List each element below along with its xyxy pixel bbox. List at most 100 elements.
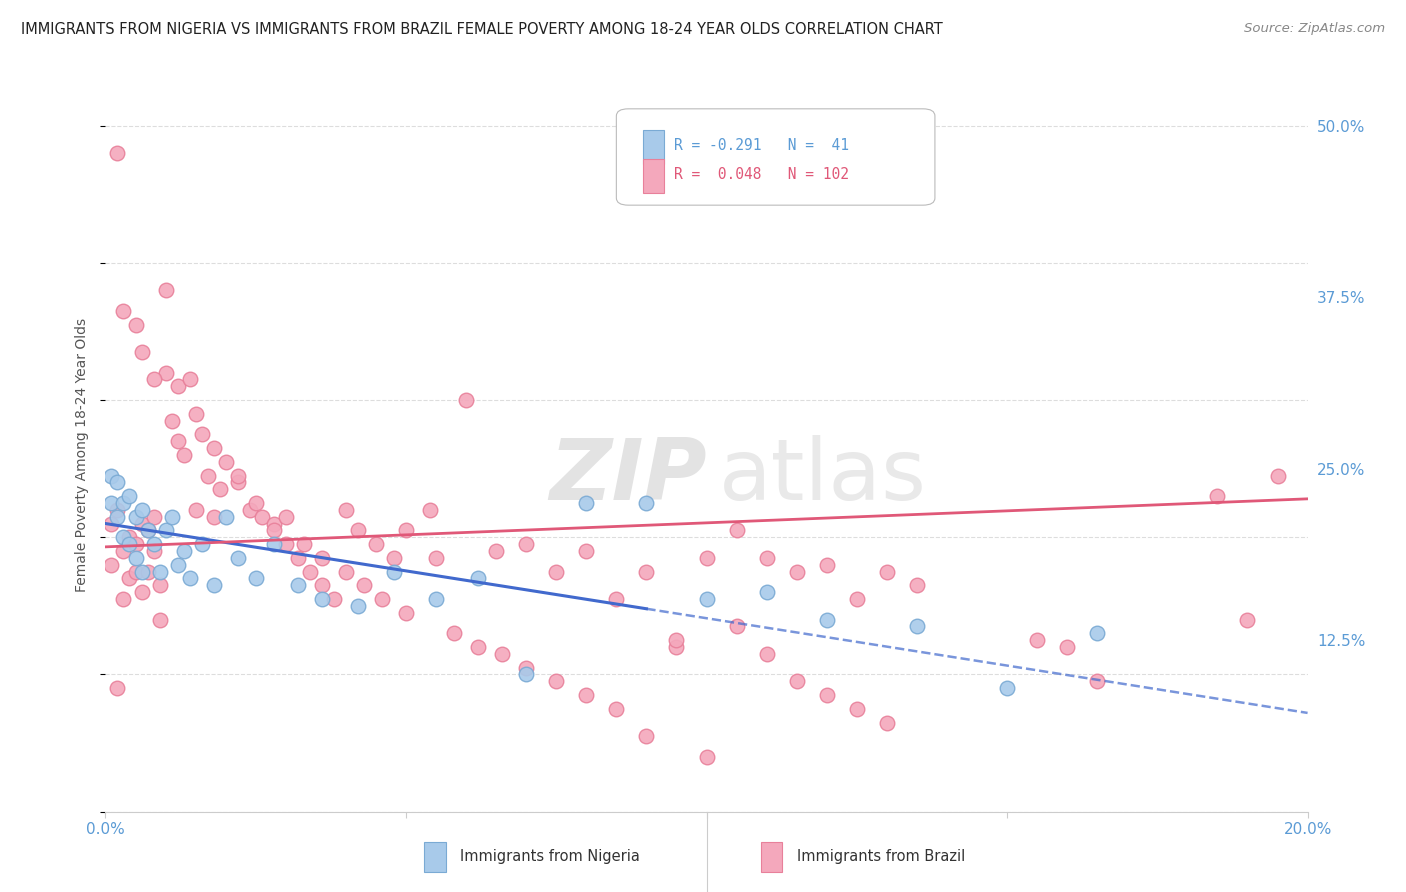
Point <box>491 647 513 661</box>
Point <box>755 585 778 599</box>
Y-axis label: Female Poverty Among 18-24 Year Olds: Female Poverty Among 18-24 Year Olds <box>76 318 90 592</box>
Bar <box>643 130 665 164</box>
Point <box>546 565 568 579</box>
Point <box>636 565 658 579</box>
Point <box>322 592 344 607</box>
Point <box>148 613 170 627</box>
Point <box>107 509 129 524</box>
Point <box>815 688 838 702</box>
Point <box>197 468 219 483</box>
Point <box>1206 489 1229 503</box>
Point <box>214 509 236 524</box>
Point <box>107 681 129 696</box>
Point <box>467 640 489 654</box>
Point <box>485 544 508 558</box>
Point <box>124 565 146 579</box>
Point <box>166 379 188 393</box>
Point <box>190 537 212 551</box>
Point <box>107 475 129 490</box>
Point <box>298 565 321 579</box>
Point <box>395 524 418 538</box>
Point <box>311 592 333 607</box>
Point <box>202 509 225 524</box>
Point <box>347 599 370 613</box>
Point <box>179 571 201 585</box>
Point <box>245 496 267 510</box>
Point <box>575 496 598 510</box>
Point <box>515 537 537 551</box>
Point <box>1085 626 1108 640</box>
Point <box>1085 674 1108 689</box>
Point <box>118 571 141 585</box>
Point <box>208 482 231 496</box>
Point <box>425 592 447 607</box>
Point <box>263 516 285 531</box>
Point <box>636 496 658 510</box>
Text: Source: ZipAtlas.com: Source: ZipAtlas.com <box>1244 22 1385 36</box>
Point <box>335 565 357 579</box>
Point <box>142 537 165 551</box>
Point <box>155 366 177 380</box>
Point <box>786 674 808 689</box>
Point <box>605 702 627 716</box>
Point <box>148 578 170 592</box>
FancyBboxPatch shape <box>616 109 935 205</box>
Point <box>142 372 165 386</box>
Point <box>696 550 718 565</box>
Point <box>353 578 375 592</box>
Point <box>112 303 135 318</box>
Point <box>263 524 285 538</box>
Point <box>575 544 598 558</box>
Point <box>876 565 898 579</box>
Point <box>136 524 159 538</box>
Point <box>226 468 249 483</box>
Point <box>142 544 165 558</box>
Text: atlas: atlas <box>718 434 927 518</box>
Point <box>142 509 165 524</box>
Text: IMMIGRANTS FROM NIGERIA VS IMMIGRANTS FROM BRAZIL FEMALE POVERTY AMONG 18-24 YEA: IMMIGRANTS FROM NIGERIA VS IMMIGRANTS FR… <box>21 22 943 37</box>
Point <box>131 585 153 599</box>
Point <box>131 516 153 531</box>
Point <box>292 537 315 551</box>
Point <box>245 571 267 585</box>
Point <box>173 544 195 558</box>
Point <box>202 441 225 455</box>
Point <box>815 613 838 627</box>
Bar <box>425 842 446 872</box>
Text: Immigrants from Nigeria: Immigrants from Nigeria <box>460 849 640 864</box>
Point <box>118 530 141 544</box>
Point <box>274 509 297 524</box>
Point <box>419 503 441 517</box>
Text: Immigrants from Brazil: Immigrants from Brazil <box>797 849 965 864</box>
Point <box>160 414 183 428</box>
Point <box>148 565 170 579</box>
Point <box>250 509 273 524</box>
Point <box>190 427 212 442</box>
Point <box>786 565 808 579</box>
Bar <box>643 159 665 193</box>
Point <box>263 537 285 551</box>
Point <box>443 626 465 640</box>
Point <box>696 592 718 607</box>
Point <box>136 565 159 579</box>
Point <box>160 509 183 524</box>
Point <box>131 565 153 579</box>
Point <box>155 283 177 297</box>
Point <box>100 516 122 531</box>
Point <box>311 578 333 592</box>
Point <box>107 503 129 517</box>
Point <box>112 496 135 510</box>
Point <box>184 407 207 421</box>
Point <box>100 558 122 572</box>
Point <box>725 524 748 538</box>
Point <box>173 448 195 462</box>
Point <box>274 537 297 551</box>
Point <box>382 550 405 565</box>
Point <box>845 592 868 607</box>
Point <box>845 702 868 716</box>
Point <box>371 592 394 607</box>
Point <box>515 660 537 674</box>
Point <box>124 537 146 551</box>
Text: R = -0.291   N =  41: R = -0.291 N = 41 <box>673 138 849 153</box>
Point <box>1236 613 1258 627</box>
